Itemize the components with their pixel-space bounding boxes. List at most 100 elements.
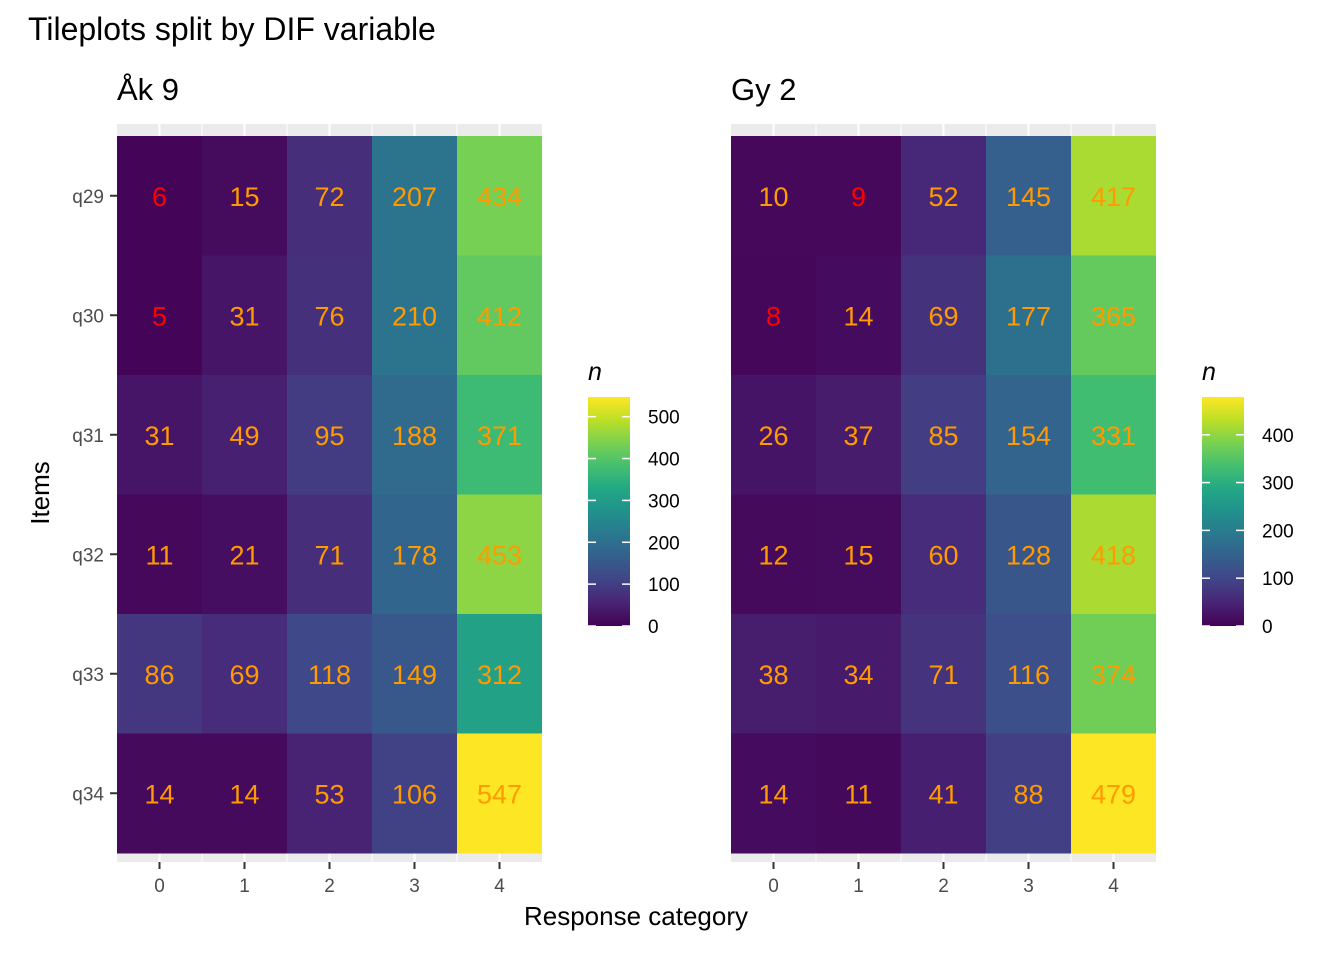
x-tick-label: 0	[768, 876, 779, 897]
x-tick-label: 3	[1023, 876, 1034, 897]
tile-label: 86	[144, 660, 174, 690]
tile	[372, 614, 457, 734]
tile	[117, 614, 202, 734]
tile	[287, 375, 372, 495]
tile-label: 6	[152, 182, 167, 212]
tile	[457, 136, 542, 256]
legend-tick-label: 300	[648, 491, 680, 512]
tile-label: 72	[314, 182, 344, 212]
legend-tick-label: 200	[648, 533, 680, 554]
tile-label: 14	[144, 779, 174, 809]
tile	[457, 255, 542, 376]
tile	[372, 136, 457, 256]
tile	[117, 255, 202, 376]
tile	[372, 375, 457, 495]
tile	[202, 733, 287, 854]
tile-label: 9	[851, 182, 866, 212]
tile	[202, 136, 287, 256]
tile	[202, 614, 287, 734]
tile-label: 365	[1091, 301, 1136, 331]
tile-label: 69	[229, 660, 259, 690]
tile	[287, 136, 372, 256]
tile-label: 106	[392, 779, 437, 809]
y-tick-label: q34	[72, 784, 104, 805]
tile	[372, 255, 457, 376]
x-tick-label: 4	[1108, 876, 1119, 897]
x-axis-label: Response category	[524, 901, 748, 931]
tile-label: 418	[1091, 540, 1136, 570]
panel-title: Gy 2	[731, 72, 796, 107]
tile-label: 52	[928, 182, 958, 212]
tile-label: 434	[477, 182, 522, 212]
tile-label: 34	[843, 660, 873, 690]
x-tick-label: 1	[239, 876, 250, 897]
tile-label: 37	[843, 421, 873, 451]
tile	[731, 614, 816, 734]
tile	[986, 375, 1071, 495]
legend-tick-label: 300	[1262, 474, 1294, 495]
tile-label: 85	[928, 421, 958, 451]
tile	[202, 375, 287, 495]
tile-label: 11	[844, 779, 872, 809]
tile-label: 12	[758, 540, 788, 570]
tile-label: 412	[477, 301, 522, 331]
tile-label: 417	[1091, 182, 1136, 212]
tile-label: 118	[308, 660, 351, 690]
tile-label: 26	[758, 421, 788, 451]
tile-label: 88	[1013, 779, 1043, 809]
tile-label: 145	[1006, 182, 1051, 212]
tile	[731, 494, 816, 615]
tile	[1071, 733, 1156, 854]
chart-title: Tileplots split by DIF variable	[28, 11, 436, 47]
tile	[372, 733, 457, 854]
tile	[901, 614, 986, 734]
legend-title: n	[588, 358, 602, 386]
tile	[457, 375, 542, 495]
legend-title: n	[1202, 358, 1216, 386]
tile	[117, 733, 202, 854]
tile-label: 128	[1006, 540, 1051, 570]
legend-tick-label: 400	[648, 450, 680, 471]
tile-label: 41	[928, 779, 958, 809]
y-tick-label: q29	[72, 187, 104, 208]
legend-tick-label: 100	[1262, 569, 1294, 590]
tile-label: 177	[1006, 301, 1051, 331]
tile	[287, 614, 372, 734]
x-tick-label: 4	[494, 876, 505, 897]
tile-label: 69	[928, 301, 958, 331]
tile-label: 453	[477, 540, 522, 570]
legend: n 0 100 200 300 400	[1202, 358, 1294, 638]
tile	[117, 136, 202, 256]
tile	[986, 136, 1071, 256]
tile	[117, 375, 202, 495]
y-axis-label: Items	[25, 461, 55, 525]
tile-label: 178	[392, 540, 437, 570]
tile	[117, 494, 202, 615]
tile	[1071, 255, 1156, 376]
legend-tick-label: 0	[1262, 617, 1273, 638]
tile-label: 371	[477, 421, 522, 451]
legend-tick-label: 200	[1262, 521, 1294, 542]
tile-label: 49	[229, 421, 259, 451]
tile	[1071, 614, 1156, 734]
tile	[731, 733, 816, 854]
legend-colorbar	[588, 397, 630, 626]
legend-tick-label: 0	[648, 617, 659, 638]
tile	[986, 255, 1071, 376]
tile-label: 71	[928, 660, 958, 690]
tile	[816, 494, 901, 615]
tile	[986, 733, 1071, 854]
tile-label: 15	[843, 540, 873, 570]
tile	[731, 375, 816, 495]
tile	[731, 255, 816, 376]
tile-label: 11	[145, 540, 173, 570]
tile	[457, 494, 542, 615]
tile	[731, 136, 816, 256]
tile-label: 95	[314, 421, 344, 451]
tile	[202, 255, 287, 376]
x-tick-label: 1	[853, 876, 864, 897]
tile	[287, 255, 372, 376]
tile	[372, 494, 457, 615]
